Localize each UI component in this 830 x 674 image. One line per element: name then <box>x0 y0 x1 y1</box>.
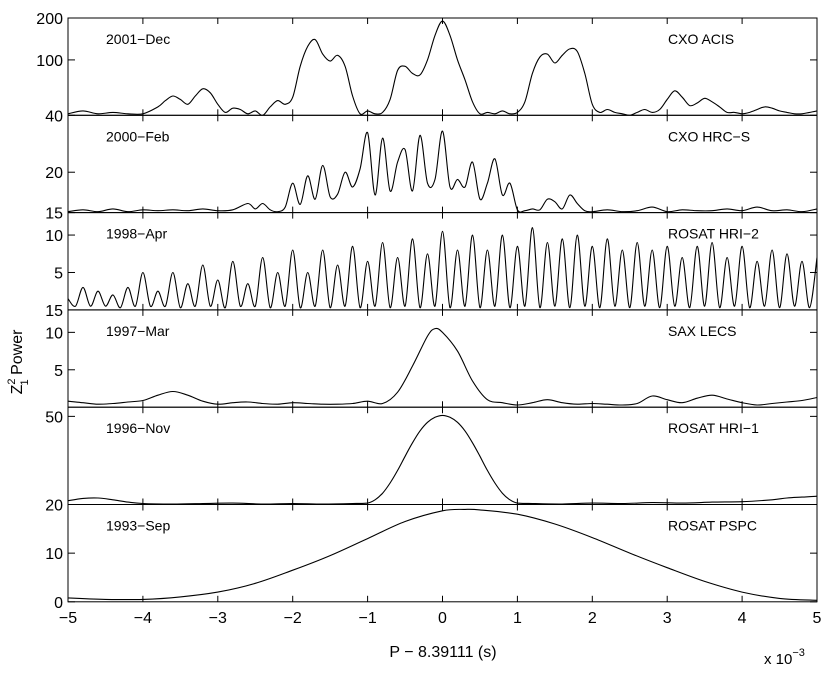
series-line <box>68 20 817 116</box>
series-line <box>68 227 817 309</box>
y-tick-label: 5 <box>54 363 63 380</box>
panel-date-label: 1997−Mar <box>106 323 170 339</box>
panel-5: 0 10 1993−Sep ROSAT PSPC <box>45 504 818 612</box>
series-line <box>68 414 817 505</box>
panel-4: 20 50 1996−Nov ROSAT HRI−1 <box>45 406 818 515</box>
y-axis-label-rest: Power <box>9 329 26 379</box>
panel-date-label: 1998−Apr <box>106 226 167 242</box>
x-axis-multiplier-base: x 10 <box>764 651 792 668</box>
panel-3: 5 10 1997−Mar SAX LECS <box>45 309 818 408</box>
panel-date-label: 1996−Nov <box>106 420 170 436</box>
panel-instrument-label: SAX LECS <box>668 323 736 339</box>
series-line <box>68 130 817 213</box>
y-tick-label: 20 <box>45 165 63 182</box>
y-axis-label: Z21 Power <box>6 329 31 395</box>
panel-instrument-label: ROSAT HRI−2 <box>668 226 759 242</box>
panel-2: 5 10 15 1998−Apr ROSAT HRI−2 <box>45 212 818 320</box>
y-tick-label: 10 <box>45 325 63 342</box>
x-axis-label: P − 8.39111 (s) <box>389 644 496 661</box>
y-tick-label: 20 <box>45 498 63 515</box>
y-tick-label: 40 <box>45 108 63 125</box>
x-axis: −5 −4 −3 −2 −1 0 1 2 3 4 5 <box>59 610 822 627</box>
panel-date-label: 2001−Dec <box>106 31 170 47</box>
y-axis-label-sub: 1 <box>19 379 31 385</box>
x-tick-label: −1 <box>358 610 376 627</box>
series-line <box>68 508 817 601</box>
panel-instrument-label: CXO ACIS <box>668 31 734 47</box>
x-tick-label: −3 <box>209 610 227 627</box>
x-tick-label: 1 <box>513 610 522 627</box>
panel-instrument-label: ROSAT PSPC <box>668 518 757 534</box>
y-tick-label: 10 <box>45 228 63 245</box>
x-tick-label: −4 <box>134 610 152 627</box>
y-tick-label: 0 <box>54 595 63 612</box>
y-tick-label: 200 <box>36 11 63 28</box>
x-tick-label: 0 <box>438 610 447 627</box>
panel-instrument-label: ROSAT HRI−1 <box>668 420 759 436</box>
x-axis-multiplier-exp: −3 <box>792 647 805 659</box>
x-axis-multiplier: x 10−3 <box>764 647 805 668</box>
y-axis-label-sup: 2 <box>6 379 18 385</box>
y-tick-label: 5 <box>54 265 63 282</box>
panel-0: 40 100 200 2001−Dec CXO ACIS <box>36 11 818 125</box>
y-tick-label: 15 <box>45 206 63 223</box>
x-tick-label: −5 <box>59 610 77 627</box>
y-tick-label: 15 <box>45 303 63 320</box>
series-line <box>68 327 817 406</box>
panel-date-label: 1993−Sep <box>106 518 170 534</box>
x-tick-label: 2 <box>588 610 597 627</box>
panel-instrument-label: CXO HRC−S <box>668 128 750 144</box>
y-tick-label: 10 <box>45 546 63 563</box>
panel-1: 15 20 2000−Feb CXO HRC−S <box>45 114 818 223</box>
y-tick-label: 100 <box>36 53 63 70</box>
x-tick-label: 5 <box>813 610 822 627</box>
y-axis-label-base: Z <box>9 384 26 394</box>
x-tick-label: 3 <box>663 610 672 627</box>
y-tick-label: 50 <box>45 409 63 426</box>
panel-date-label: 2000−Feb <box>106 128 170 144</box>
x-tick-label: −2 <box>284 610 302 627</box>
x-tick-label: 4 <box>738 610 747 627</box>
